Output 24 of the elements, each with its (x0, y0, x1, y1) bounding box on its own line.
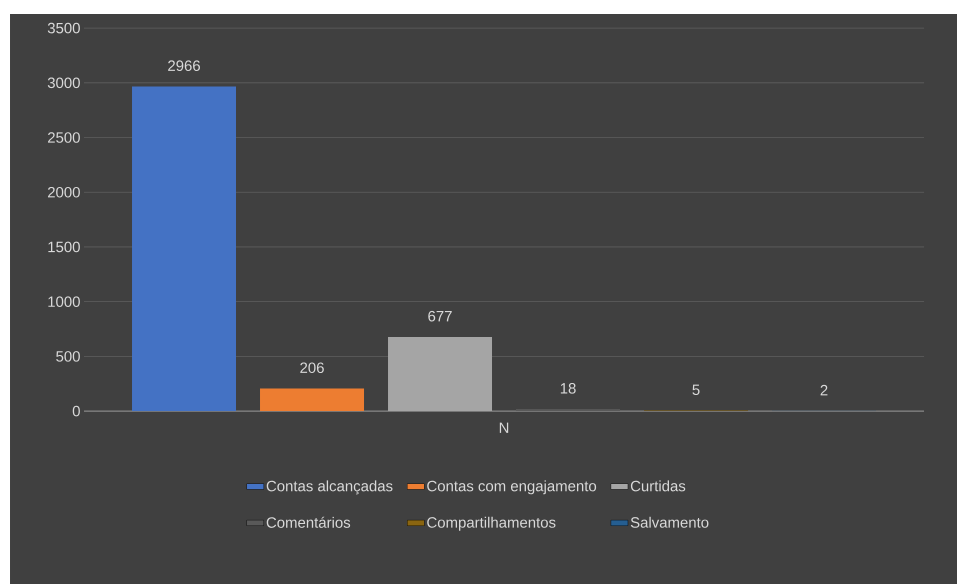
y-tick-label: 3500 (48, 22, 80, 34)
data-label: 2 (820, 384, 828, 396)
data-label: 677 (428, 310, 452, 322)
legend-label: Comentários (266, 516, 350, 528)
legend-label: Compartilhamentos (427, 516, 556, 531)
legend-label: Contas com engajamento (427, 480, 596, 494)
bar (388, 337, 492, 412)
data-label: 2966 (168, 60, 200, 71)
bar (132, 86, 236, 412)
bar (260, 388, 364, 412)
y-tick-label: 500 (56, 351, 80, 362)
y-tick-label: 2000 (48, 186, 80, 198)
legend-label: Salvamento (630, 516, 708, 528)
legend-label: Contas alcançadas (266, 480, 392, 494)
y-tick-label: 1000 (48, 296, 80, 307)
data-label: 206 (300, 362, 324, 374)
data-label: 18 (560, 383, 576, 394)
x-tick-label: N (500, 422, 508, 433)
data-label: 5 (692, 384, 700, 396)
legend-label: Curtidas (630, 480, 686, 492)
y-tick-label: 1500 (48, 242, 80, 252)
y-tick-label: 3000 (48, 78, 80, 88)
y-tick-label: 2500 (48, 132, 80, 143)
y-tick-label: 0 (72, 406, 80, 416)
